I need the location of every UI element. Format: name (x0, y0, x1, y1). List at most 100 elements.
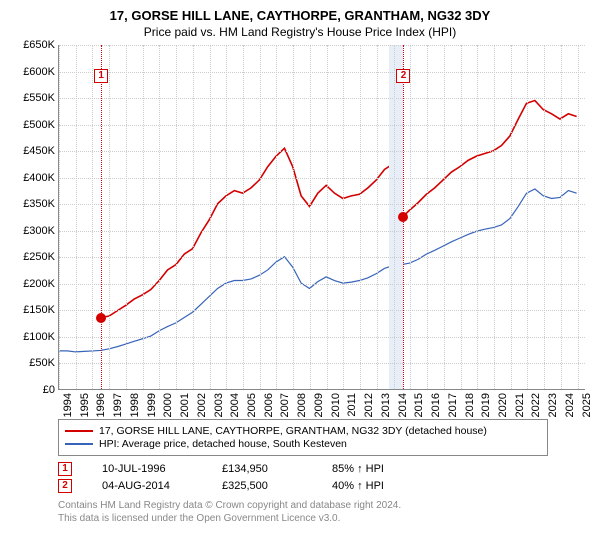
legend-item: HPI: Average price, detached house, Sout… (65, 438, 541, 450)
gridline-v (59, 45, 60, 389)
gridline-v (226, 45, 227, 389)
xtick-label: 2004 (229, 393, 241, 417)
xtick-label: 2002 (196, 393, 208, 417)
gridline-v (410, 45, 411, 389)
ytick-label: £500K (10, 119, 55, 131)
sale-date: 04-AUG-2014 (102, 480, 192, 492)
xtick-label: 2012 (363, 393, 375, 417)
gridline-v (527, 45, 528, 389)
sale-marker-icon: 1 (58, 462, 72, 476)
xtick-label: 2018 (464, 393, 476, 417)
gridline-h (59, 337, 585, 338)
ytick-label: £50K (10, 357, 55, 369)
gridline-v (461, 45, 462, 389)
ytick-label: £550K (10, 92, 55, 104)
gridline-h (59, 178, 585, 179)
gridline-v (494, 45, 495, 389)
sale-point (96, 313, 106, 323)
xtick-label: 1994 (62, 393, 74, 417)
ytick-label: £350K (10, 198, 55, 210)
gridline-v (578, 45, 579, 389)
sale-price: £325,500 (222, 480, 302, 492)
gridline-v (394, 45, 395, 389)
xtick-label: 2003 (213, 393, 225, 417)
ytick-label: £400K (10, 172, 55, 184)
xtick-label: 2024 (564, 393, 576, 417)
legend-label: HPI: Average price, detached house, Sout… (99, 438, 347, 450)
gridline-v (343, 45, 344, 389)
gridline-h (59, 310, 585, 311)
ytick-label: £150K (10, 304, 55, 316)
gridline-v (561, 45, 562, 389)
gridline-v (327, 45, 328, 389)
sale-marker-box: 2 (396, 69, 410, 83)
gridline-h (59, 45, 585, 46)
gridline-v (477, 45, 478, 389)
xtick-label: 2011 (346, 393, 358, 417)
gridline-h (59, 125, 585, 126)
gridline-h (59, 151, 585, 152)
ytick-label: £250K (10, 251, 55, 263)
sale-vline (101, 45, 102, 389)
xtick-label: 2015 (413, 393, 425, 417)
xtick-label: 1996 (95, 393, 107, 417)
chart-title: 17, GORSE HILL LANE, CAYTHORPE, GRANTHAM… (10, 8, 590, 23)
gridline-h (59, 98, 585, 99)
sales-table: 110-JUL-1996£134,95085% ↑ HPI204-AUG-201… (58, 462, 590, 493)
gridline-v (544, 45, 545, 389)
legend-label: 17, GORSE HILL LANE, CAYTHORPE, GRANTHAM… (99, 425, 487, 437)
sale-diff: 85% ↑ HPI (332, 463, 422, 475)
gridline-v (511, 45, 512, 389)
ytick-label: £650K (10, 39, 55, 51)
xtick-label: 2000 (162, 393, 174, 417)
xtick-label: 2014 (397, 393, 409, 417)
attribution: Contains HM Land Registry data © Crown c… (58, 499, 590, 525)
attribution-line: Contains HM Land Registry data © Crown c… (58, 499, 590, 512)
xtick-label: 2009 (313, 393, 325, 417)
series-price_paid (101, 101, 576, 318)
xtick-label: 2019 (480, 393, 492, 417)
gridline-h (59, 231, 585, 232)
xtick-label: 2001 (179, 393, 191, 417)
gridline-v (126, 45, 127, 389)
sale-date: 10-JUL-1996 (102, 463, 192, 475)
xtick-label: 2022 (530, 393, 542, 417)
gridline-v (427, 45, 428, 389)
ytick-label: £300K (10, 225, 55, 237)
gridline-v (243, 45, 244, 389)
xtick-label: 2007 (279, 393, 291, 417)
gridline-v (92, 45, 93, 389)
gridline-v (293, 45, 294, 389)
gridline-v (444, 45, 445, 389)
gridline-v (109, 45, 110, 389)
chart-subtitle: Price paid vs. HM Land Registry's House … (10, 25, 590, 39)
gridline-v (176, 45, 177, 389)
xtick-label: 1997 (112, 393, 124, 417)
ytick-label: £100K (10, 331, 55, 343)
gridline-v (310, 45, 311, 389)
xtick-label: 2023 (547, 393, 559, 417)
xtick-label: 2005 (246, 393, 258, 417)
ytick-label: £600K (10, 66, 55, 78)
gridline-v (193, 45, 194, 389)
chart-container: 17, GORSE HILL LANE, CAYTHORPE, GRANTHAM… (0, 0, 600, 560)
xtick-label: 1995 (79, 393, 91, 417)
gridline-v (276, 45, 277, 389)
ytick-label: £200K (10, 278, 55, 290)
xtick-label: 2020 (497, 393, 509, 417)
xtick-label: 2016 (430, 393, 442, 417)
ytick-label: £0 (10, 384, 55, 396)
legend-swatch (65, 443, 93, 445)
chart-area: 12 £0 £50K £100K £150K £200K £250K £300K £350K £… (10, 45, 585, 415)
sales-row: 2 04-AUG-2014 £325,500 40% ↑ HPI (58, 479, 590, 493)
sale-marker-icon: 2 (58, 479, 72, 493)
xtick-label: 2025 (581, 393, 593, 417)
gridline-v (260, 45, 261, 389)
plot-region: 12 (58, 45, 585, 390)
sale-diff: 40% ↑ HPI (332, 480, 422, 492)
attribution-line: This data is licensed under the Open Gov… (58, 512, 590, 525)
legend-swatch (65, 430, 93, 432)
gridline-h (59, 363, 585, 364)
xtick-label: 2008 (296, 393, 308, 417)
sales-row: 110-JUL-1996£134,95085% ↑ HPI (58, 462, 590, 476)
